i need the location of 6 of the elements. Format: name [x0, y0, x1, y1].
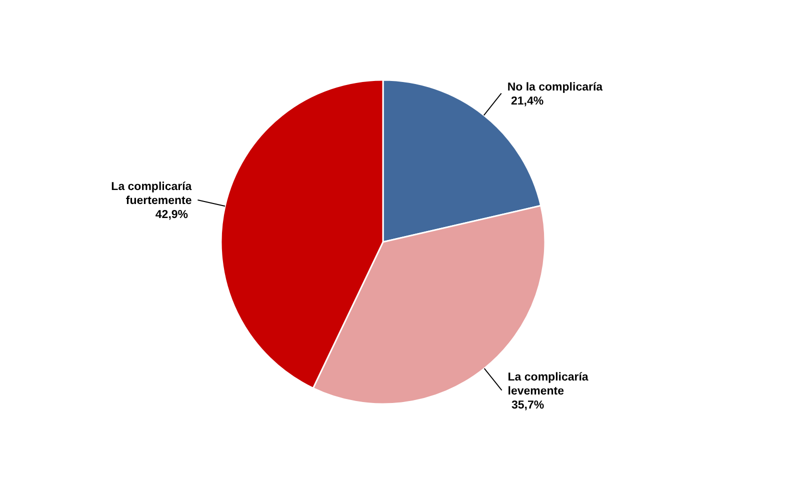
data-label: 21,4%	[511, 95, 544, 108]
slice-label: La complicaría fuertemente	[111, 180, 192, 207]
data-label: 35,7%	[511, 399, 544, 412]
slice-label: La complicaría levemente	[508, 371, 589, 398]
slice-label: No la complicaría	[507, 81, 604, 94]
data-label: 42,9%	[155, 208, 188, 221]
